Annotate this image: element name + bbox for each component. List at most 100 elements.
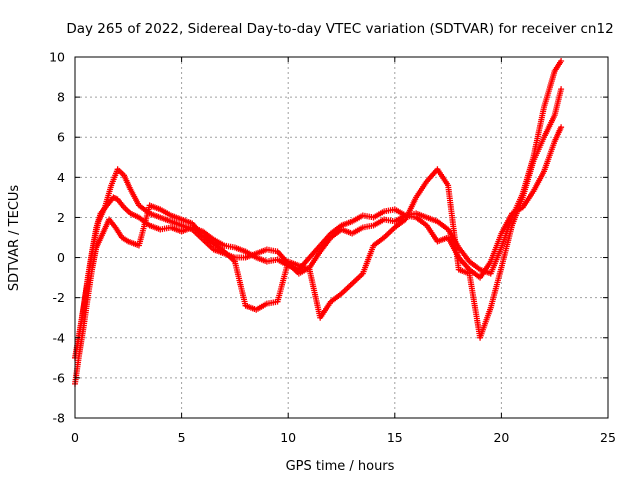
data-point-run	[212, 241, 226, 254]
y-tick-label: -4	[53, 330, 66, 345]
y-axis-title: SDTVAR / TECUs	[7, 185, 22, 292]
data-point-run	[498, 224, 515, 269]
y-tick-label: 0	[57, 250, 65, 265]
x-tick-label: 20	[493, 430, 509, 445]
data-point-run	[113, 226, 124, 239]
data-point-run	[127, 239, 141, 248]
data-point-run	[393, 213, 407, 224]
data-point-run	[488, 246, 504, 275]
data-point-run	[212, 237, 226, 248]
data-point-run	[159, 215, 173, 224]
data-point-run	[414, 215, 429, 228]
data-point-run	[372, 209, 386, 220]
data-point-run	[552, 125, 564, 143]
data-point-run	[85, 268, 95, 299]
data-point-run	[116, 167, 126, 177]
y-tick-label: 10	[49, 50, 65, 65]
data-point-run	[488, 232, 504, 263]
data-point-run	[136, 204, 153, 247]
data-point-run	[552, 59, 564, 73]
axis-ticks: 0 5 10 15 20 25 -8 -6 -4 -2 0 2 4 6 8 10	[49, 50, 616, 446]
data-point-run	[340, 219, 354, 228]
data-point-run	[254, 247, 269, 256]
data-point-run	[122, 205, 132, 215]
data-point-run	[89, 246, 99, 271]
data-point-run	[509, 196, 525, 227]
data-point-run	[424, 224, 440, 243]
data-point-run	[488, 266, 504, 309]
data-point-run	[552, 88, 564, 117]
plot-frame	[74, 56, 609, 419]
data-point-run	[201, 237, 216, 252]
x-tick-label: 0	[71, 430, 79, 445]
data-point-run	[520, 190, 536, 209]
data-point-run	[148, 203, 162, 212]
data-points	[72, 58, 565, 387]
data-point-run	[435, 168, 450, 187]
data-point-run	[129, 211, 141, 220]
data-point-run	[456, 246, 472, 264]
data-point-run	[80, 296, 91, 329]
data-point-run	[115, 197, 126, 209]
data-point-run	[340, 282, 354, 296]
data-point-run	[350, 225, 365, 236]
data-point-run	[318, 236, 333, 253]
data-point-run	[120, 235, 130, 244]
x-axis-title: GPS time / hours	[286, 459, 395, 474]
data-point-run	[201, 233, 216, 246]
data-point-run	[531, 136, 547, 163]
data-point-run	[190, 221, 205, 237]
data-point	[558, 58, 565, 65]
data-point-run	[520, 160, 536, 199]
data-point-run	[297, 263, 311, 272]
data-point-run	[329, 223, 343, 236]
chart-title: Day 265 of 2022, Sidereal Day-to-day VTE…	[66, 21, 613, 37]
data-point-run	[467, 259, 482, 272]
data-point-run	[121, 174, 133, 191]
y-tick-label: -2	[53, 290, 65, 305]
data-point-run	[107, 218, 118, 229]
data-point-run	[201, 229, 216, 242]
data-point-run	[306, 268, 323, 319]
x-tick-label: 10	[280, 430, 296, 445]
data-point-run	[128, 188, 142, 207]
data-point-run	[435, 219, 450, 232]
data-point-run	[457, 267, 471, 276]
data-point-run	[96, 206, 108, 223]
y-tick-label: 4	[57, 170, 65, 185]
data-point-run	[148, 223, 162, 232]
data-point-run	[531, 170, 547, 193]
data-point-run	[148, 211, 162, 220]
data-point-run	[169, 225, 183, 234]
data-point-run	[94, 232, 105, 249]
data-point-run	[382, 225, 397, 240]
data-point-run	[233, 245, 247, 254]
data-point-run	[425, 215, 439, 224]
data-point-run	[76, 326, 87, 355]
grid-lines	[75, 57, 608, 418]
data-point-run	[190, 227, 205, 242]
data-point-run	[466, 272, 483, 339]
data-point-run	[477, 306, 494, 339]
data-point-run	[307, 244, 322, 260]
data-point-run	[244, 303, 258, 313]
data-point-run	[541, 114, 557, 139]
data-point-run	[436, 235, 450, 244]
data-point-run	[254, 301, 269, 312]
data-point-run	[318, 300, 333, 319]
data-point-run	[159, 207, 173, 218]
x-tick-label: 5	[178, 430, 186, 445]
data-point-run	[307, 250, 322, 269]
y-tick-label: -8	[53, 411, 66, 426]
y-tick-label: 2	[57, 210, 65, 225]
y-tick-label: 6	[57, 130, 65, 145]
data-point-run	[360, 244, 376, 275]
data-point-run	[478, 260, 493, 279]
data-point-run	[222, 249, 237, 264]
data-point-run	[445, 184, 462, 271]
data-point-run	[372, 235, 386, 248]
y-tick-label: 8	[57, 90, 65, 105]
data-point-run	[541, 140, 557, 173]
data-point-run	[111, 195, 120, 202]
data-point-run	[275, 260, 291, 303]
